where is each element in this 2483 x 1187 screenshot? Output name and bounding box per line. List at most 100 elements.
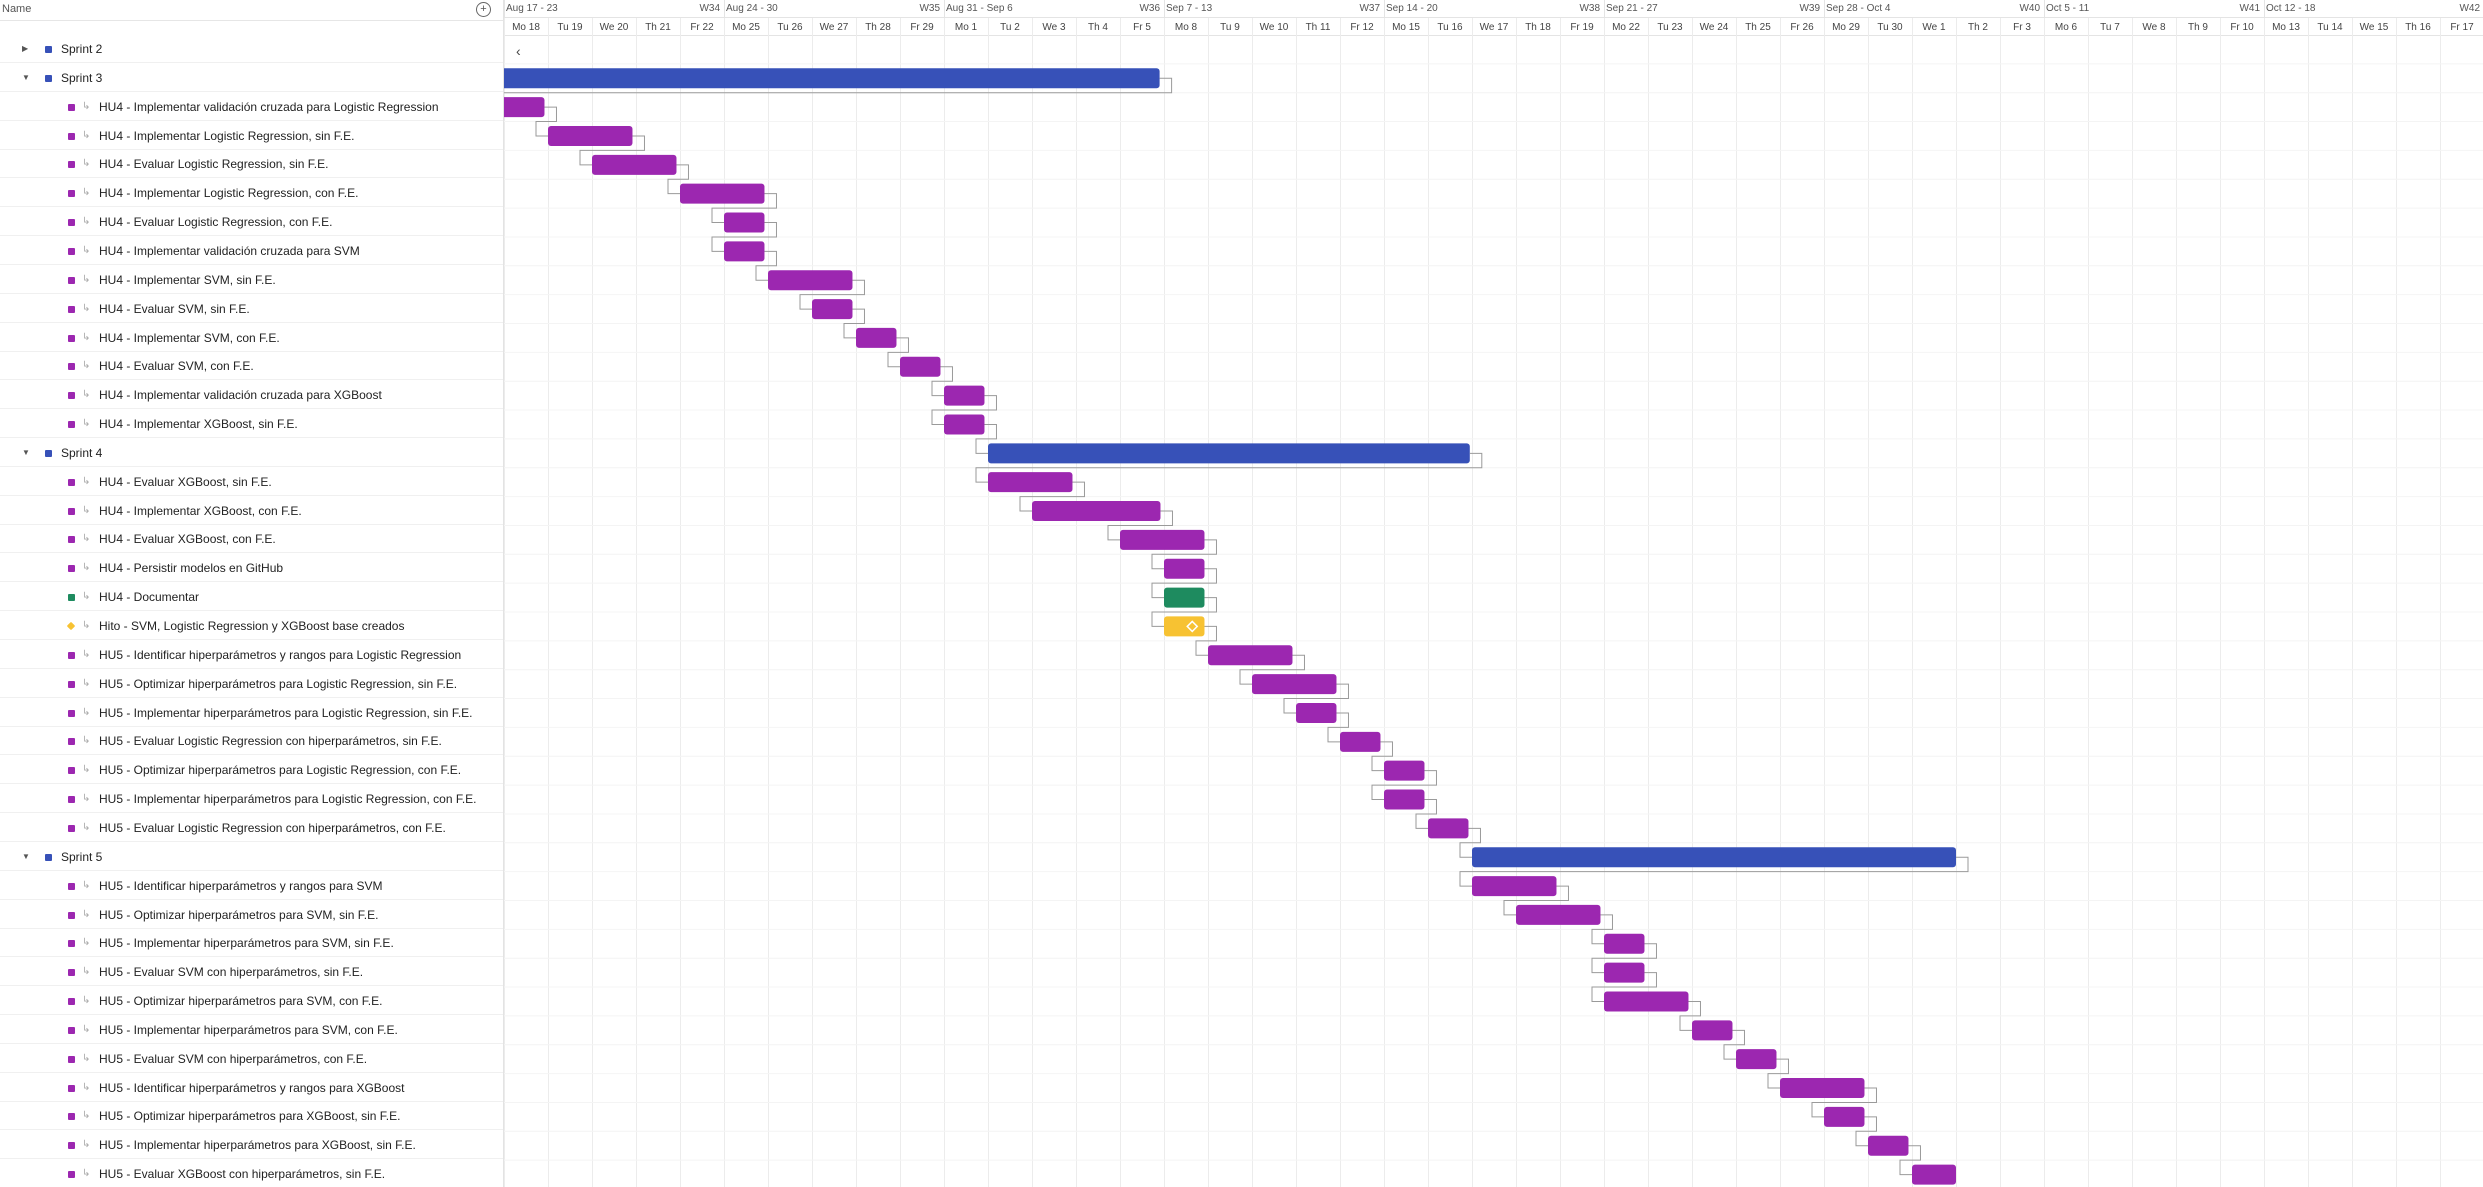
chevron-down-icon[interactable]: ▼ <box>22 851 30 861</box>
task-bar[interactable] <box>1252 674 1337 695</box>
task-row[interactable]: ↳ HU4 - Implementar XGBoost, con F.E. <box>0 497 503 525</box>
task-bar[interactable] <box>944 385 985 406</box>
task-bar[interactable] <box>1384 789 1425 810</box>
task-bar[interactable] <box>1032 501 1161 522</box>
task-row[interactable]: ↳ HU4 - Implementar SVM, sin F.E. <box>0 266 503 294</box>
task-bar[interactable] <box>1604 962 1645 983</box>
task-row[interactable]: ↳ HU5 - Optimizar hiperparámetros para SV… <box>0 901 503 929</box>
task-row[interactable]: ↳ HU4 - Implementar XGBoost, sin F.E. <box>0 410 503 439</box>
task-bar[interactable] <box>1912 1164 1956 1185</box>
task-bar[interactable] <box>1868 1135 1909 1156</box>
day-label: Fr 17 <box>2450 22 2474 33</box>
task-bar[interactable] <box>1780 1078 1865 1099</box>
task-row[interactable]: ↳ HU5 - Identificar hiperparámetros y ran… <box>0 872 503 900</box>
task-bar[interactable] <box>900 356 941 377</box>
task-row[interactable]: ↳ HU5 - Evaluar SVM con hiperparámetros, … <box>0 1045 503 1073</box>
task-row[interactable]: ↳ HU5 - Identificar hiperparámetros y ran… <box>0 1074 503 1102</box>
task-bar[interactable] <box>1472 876 1557 897</box>
task-row[interactable]: ↳ HU4 - Implementar Logistic Regression, … <box>0 122 503 150</box>
dependency-connector <box>1107 510 1173 541</box>
task-bar[interactable] <box>768 270 853 291</box>
task-row[interactable]: ↳ HU4 - Evaluar XGBoost, sin F.E. <box>0 468 503 496</box>
add-circle-icon[interactable]: + <box>476 2 491 17</box>
task-row[interactable]: ↳ HU5 - Optimizar hiperparámetros para XG… <box>0 1102 503 1131</box>
task-row[interactable]: ↳ HU5 - Optimizar hiperparámetros para SV… <box>0 987 503 1016</box>
task-bar[interactable] <box>680 183 765 204</box>
milestone-bar[interactable] <box>1164 616 1205 637</box>
task-row[interactable]: ↳ HU5 - Implementar hiperparámetros para … <box>0 1016 503 1044</box>
task-row[interactable]: ↳ HU4 - Implementar validación cruzada pa… <box>0 237 503 265</box>
dependency-link-icon: ↳ <box>82 389 91 401</box>
task-bar[interactable] <box>1296 702 1337 723</box>
task-row[interactable]: ↳ HU4 - Persistir modelos en GitHub <box>0 554 503 583</box>
task-bar[interactable] <box>1384 760 1425 781</box>
sprint-row[interactable]: ▼ Sprint 5 <box>0 843 503 871</box>
task-row[interactable]: ↳ HU5 - Implementar hiperparámetros para … <box>0 699 503 727</box>
task-row[interactable]: ↳ HU5 - Evaluar XGBoost con hiperparámetr… <box>0 1160 503 1187</box>
task-row[interactable]: ↳ HU4 - Implementar Logistic Regression, … <box>0 179 503 208</box>
sprint-row[interactable]: ▶ Sprint 2 <box>0 35 503 63</box>
task-row[interactable]: ↳ HU4 - Evaluar SVM, con F.E. <box>0 352 503 381</box>
task-bar[interactable] <box>1604 991 1689 1012</box>
day-label: We 27 <box>820 22 849 33</box>
row-label: HU5 - Evaluar SVM con hiperparámetros, c… <box>99 1051 368 1066</box>
task-row[interactable]: ↳ HU5 - Optimizar hiperparámetros para Lo… <box>0 756 503 785</box>
task-row[interactable]: ↳ HU4 - Implementar validación cruzada pa… <box>0 381 503 410</box>
task-bar[interactable] <box>548 125 633 146</box>
task-row[interactable]: ↳ HU4 - Evaluar XGBoost, con F.E. <box>0 525 503 554</box>
row-label: HU4 - Implementar XGBoost, con F.E. <box>99 503 302 518</box>
task-color-icon <box>68 103 75 111</box>
task-bar[interactable] <box>988 472 1073 493</box>
task-color-icon <box>68 392 75 400</box>
task-bar[interactable] <box>1516 904 1601 925</box>
task-bar[interactable] <box>592 154 677 175</box>
task-bar[interactable] <box>1736 1049 1777 1070</box>
task-row[interactable]: ↳ HU5 - Identificar hiperparámetros y ran… <box>0 641 503 669</box>
task-bar[interactable] <box>1824 1106 1865 1127</box>
task-row[interactable]: ↳ HU5 - Implementar hiperparámetros para … <box>0 785 503 814</box>
day-label: Mo 22 <box>1612 22 1640 33</box>
dependency-link-icon: ↳ <box>82 1081 91 1093</box>
sprint-bar[interactable] <box>504 68 1160 89</box>
task-row[interactable]: ↳ HU4 - Evaluar SVM, sin F.E. <box>0 295 503 323</box>
sprint-bar[interactable] <box>1472 847 1956 868</box>
task-bar[interactable] <box>856 327 897 348</box>
dependency-connector <box>1151 539 1217 570</box>
task-row[interactable]: ↳ HU5 - Evaluar SVM con hiperparámetros, … <box>0 958 503 987</box>
task-row[interactable]: ↳ HU4 - Implementar validación cruzada pa… <box>0 93 503 121</box>
task-bar[interactable] <box>504 97 545 118</box>
task-row[interactable]: ↳ HU4 - Implementar SVM, con F.E. <box>0 324 503 352</box>
task-bar[interactable] <box>1692 1020 1733 1041</box>
task-bar[interactable] <box>1120 529 1205 550</box>
sprint-bar[interactable] <box>988 443 1470 464</box>
day-label: Th 4 <box>1088 22 1108 33</box>
task-row[interactable]: ↳ HU5 - Evaluar Logistic Regression con h… <box>0 814 503 842</box>
dependency-link-icon: ↳ <box>82 418 91 430</box>
task-bar[interactable] <box>724 241 765 262</box>
documentation-bar[interactable] <box>1164 587 1205 608</box>
task-row[interactable]: ↳ HU4 - Evaluar Logistic Regression, con … <box>0 208 503 237</box>
chevron-down-icon[interactable]: ▼ <box>22 72 30 82</box>
task-row[interactable]: ↳ HU5 - Evaluar Logistic Regression con h… <box>0 727 503 756</box>
row-label: HU4 - Evaluar XGBoost, sin F.E. <box>99 474 272 489</box>
task-bar[interactable] <box>944 414 985 435</box>
chevron-down-icon[interactable]: ▼ <box>22 447 30 457</box>
task-bar[interactable] <box>724 212 765 233</box>
task-row[interactable]: ↳ HU5 - Implementar hiperparámetros para … <box>0 1131 503 1160</box>
scroll-back-icon[interactable]: ‹ <box>516 43 521 59</box>
task-row[interactable]: ↳ HU5 - Optimizar hiperparámetros para Lo… <box>0 670 503 698</box>
task-bar[interactable] <box>1340 731 1381 752</box>
task-bar[interactable] <box>1604 933 1645 954</box>
task-bar[interactable] <box>812 299 853 320</box>
task-row[interactable]: ↳ Hito - SVM, Logistic Regression y XGBoo… <box>0 612 503 640</box>
task-row[interactable]: ↳ HU5 - Implementar hiperparámetros para … <box>0 929 503 958</box>
day-label: Fr 5 <box>1133 22 1151 33</box>
sprint-row[interactable]: ▼ Sprint 3 <box>0 64 503 92</box>
sprint-row[interactable]: ▼ Sprint 4 <box>0 439 503 467</box>
task-row[interactable]: ↳ HU4 - Documentar <box>0 583 503 612</box>
task-bar[interactable] <box>1164 558 1205 579</box>
task-bar[interactable] <box>1208 645 1293 666</box>
chevron-right-icon[interactable]: ▶ <box>22 44 29 53</box>
task-row[interactable]: ↳ HU4 - Evaluar Logistic Regression, sin … <box>0 150 503 179</box>
task-bar[interactable] <box>1428 818 1469 839</box>
